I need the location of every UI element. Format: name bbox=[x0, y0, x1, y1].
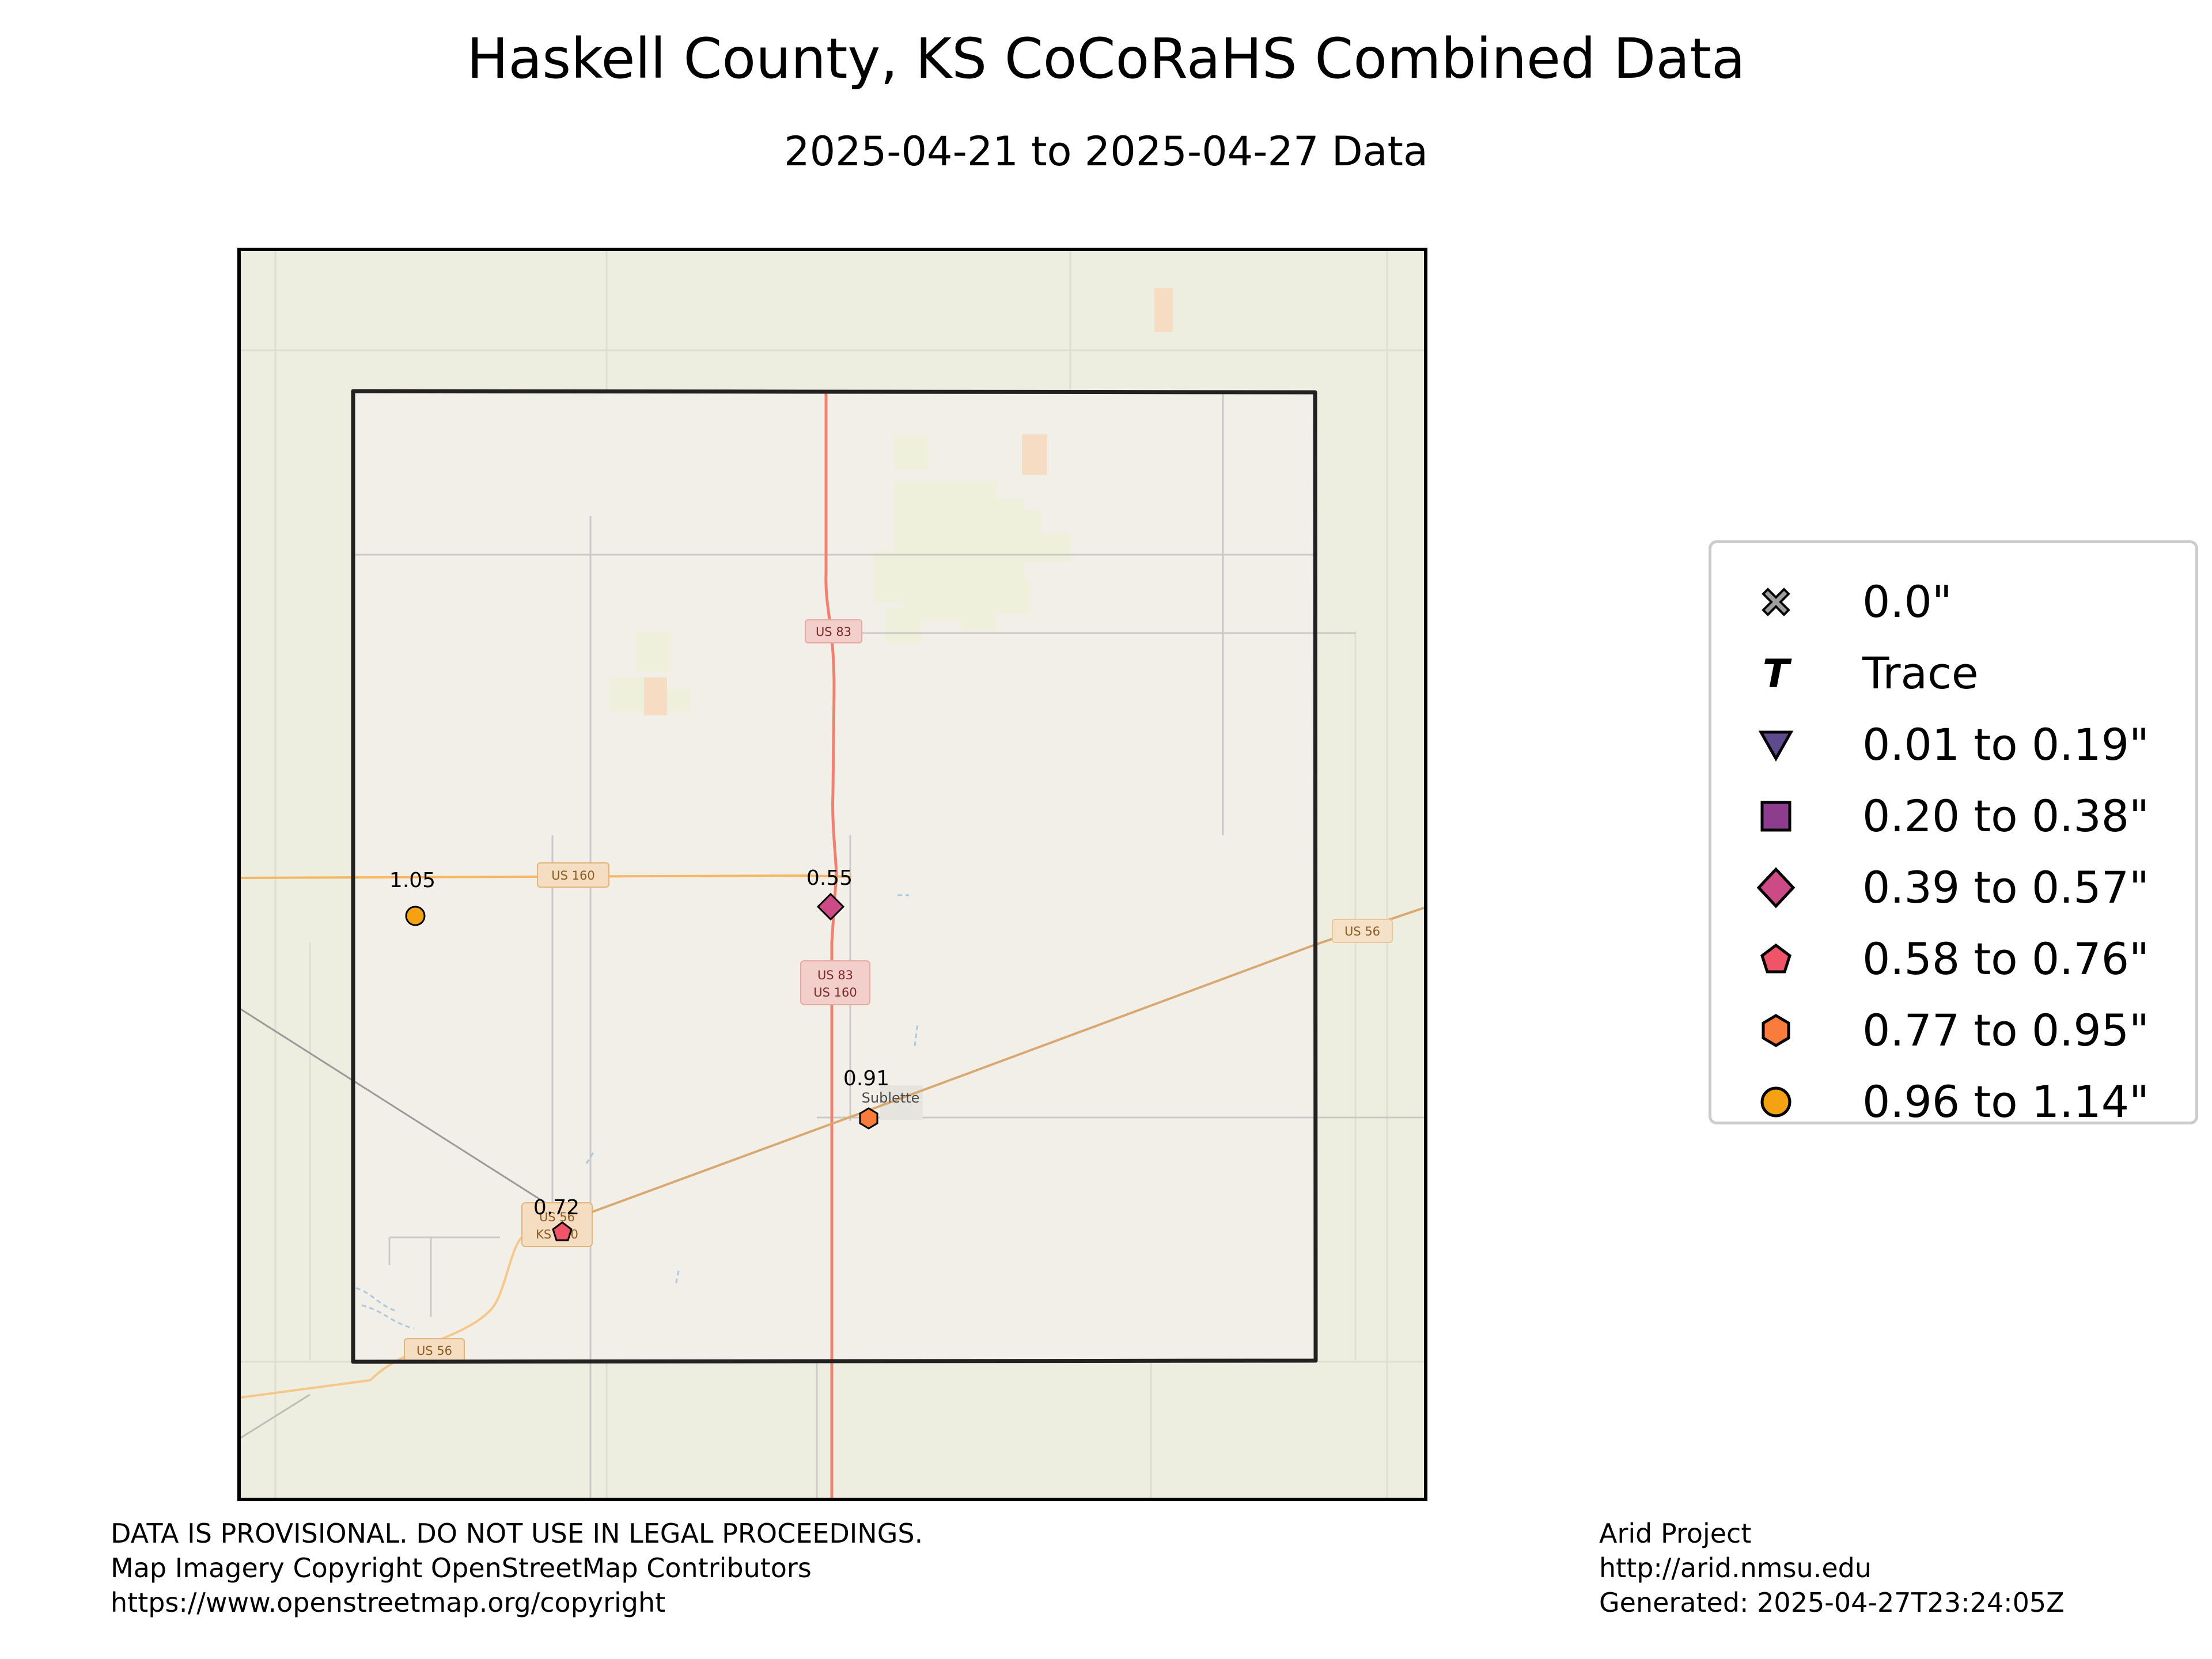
trace-t-icon: T bbox=[1753, 650, 1799, 696]
pentagon-icon bbox=[1753, 936, 1799, 982]
hexagon-icon bbox=[1753, 1007, 1799, 1054]
svg-text:US 56: US 56 bbox=[1344, 925, 1380, 938]
route-shield-us56-east: US 56 bbox=[1332, 919, 1393, 943]
legend-item-range-3: 0.39 to 0.57" bbox=[1711, 852, 2195, 923]
route-shield-us160-west: US 160 bbox=[537, 862, 609, 888]
legend-label: 0.96 to 1.14" bbox=[1862, 1076, 2150, 1127]
legend-item-zero: 0.0" bbox=[1711, 566, 2195, 638]
legend-label: 0.01 to 0.19" bbox=[1862, 719, 2150, 770]
station-value-label: 0.72 bbox=[533, 1196, 579, 1219]
field-patch bbox=[1154, 288, 1173, 332]
basemap[interactable]: US 83 US 160 US 83 US 160 US 56 US 56 KS… bbox=[241, 251, 1424, 1498]
station-marker-hexagon[interactable] bbox=[859, 1107, 878, 1130]
legend-item-range-6: 0.96 to 1.14" bbox=[1711, 1066, 2195, 1138]
square-icon bbox=[1753, 793, 1799, 839]
minor-roads bbox=[353, 391, 1424, 1498]
station-marker-circle[interactable] bbox=[405, 906, 426, 926]
legend-label: Trace bbox=[1862, 647, 1979, 699]
legend-label: 0.39 to 0.57" bbox=[1862, 862, 2150, 913]
route-shield-us83-us160: US 83 US 160 bbox=[800, 960, 870, 1005]
legend-item-trace: T Trace bbox=[1711, 638, 2195, 709]
map-subtitle: 2025-04-21 to 2025-04-27 Data bbox=[784, 128, 1428, 175]
legend-item-range-2: 0.20 to 0.38" bbox=[1711, 781, 2195, 852]
svg-text:US 56: US 56 bbox=[539, 1210, 575, 1224]
disclaimer-footer: DATA IS PROVISIONAL. DO NOT USE IN LEGAL… bbox=[111, 1516, 923, 1620]
route-shield-us83-north: US 83 bbox=[805, 619, 862, 643]
legend-label: 0.20 to 0.38" bbox=[1862, 790, 2150, 842]
farmland-patches bbox=[609, 434, 1070, 715]
streams bbox=[355, 894, 919, 1330]
diamond-icon bbox=[1753, 865, 1799, 911]
credit-footer: Arid Project http://arid.nmsu.edu Genera… bbox=[1599, 1516, 2065, 1620]
southwest-road bbox=[241, 1393, 310, 1439]
station-marker-diamond[interactable] bbox=[816, 892, 845, 921]
railroad bbox=[241, 1008, 550, 1206]
us-83-highway bbox=[824, 391, 838, 1498]
legend-label: 0.0" bbox=[1862, 576, 1952, 627]
circle-icon bbox=[1753, 1079, 1799, 1125]
generated-timestamp-text: Generated: 2025-04-27T23:24:05Z bbox=[1599, 1587, 2065, 1618]
legend: 0.0" T Trace 0.01 to 0.19" 0.20 to 0.38" bbox=[1709, 540, 2198, 1127]
x-icon bbox=[1753, 579, 1799, 625]
triangle-down-icon bbox=[1753, 722, 1799, 768]
project-name-text: Arid Project bbox=[1599, 1518, 1752, 1549]
legend-item-range-4: 0.58 to 0.76" bbox=[1711, 923, 2195, 995]
project-url-text: http://arid.nmsu.edu bbox=[1599, 1552, 1872, 1584]
svg-text:US 160: US 160 bbox=[551, 869, 594, 882]
map-title: Haskell County, KS CoCoRaHS Combined Dat… bbox=[467, 26, 1745, 91]
station-marker-pentagon[interactable] bbox=[552, 1221, 573, 1241]
legend-label: 0.58 to 0.76" bbox=[1862, 933, 2150, 984]
place-label-sublette: Sublette bbox=[862, 1090, 920, 1106]
legend-label: 0.77 to 0.95" bbox=[1862, 1005, 2150, 1056]
station-value-label: 0.91 bbox=[843, 1067, 889, 1090]
disclaimer-text: DATA IS PROVISIONAL. DO NOT USE IN LEGAL… bbox=[111, 1518, 923, 1549]
svg-text:T: T bbox=[1763, 652, 1792, 696]
station-value-label: 1.05 bbox=[389, 869, 435, 892]
route-shield-us56-southwest: US 56 bbox=[404, 1338, 465, 1362]
svg-text:US 83: US 83 bbox=[816, 625, 851, 639]
svg-text:US 56: US 56 bbox=[416, 1344, 452, 1358]
legend-item-range-5: 0.77 to 0.95" bbox=[1711, 995, 2195, 1066]
svg-text:US 160: US 160 bbox=[813, 986, 857, 999]
map-copyright-text: Map Imagery Copyright OpenStreetMap Cont… bbox=[111, 1552, 812, 1584]
county-border bbox=[351, 389, 1318, 1364]
legend-item-range-1: 0.01 to 0.19" bbox=[1711, 709, 2195, 781]
station-value-label: 0.55 bbox=[806, 866, 853, 890]
copyright-url-text: https://www.openstreetmap.org/copyright bbox=[111, 1587, 666, 1618]
svg-text:US 83: US 83 bbox=[817, 968, 853, 982]
map-panel[interactable]: US 83 US 160 US 83 US 160 US 56 US 56 KS… bbox=[237, 248, 1427, 1501]
